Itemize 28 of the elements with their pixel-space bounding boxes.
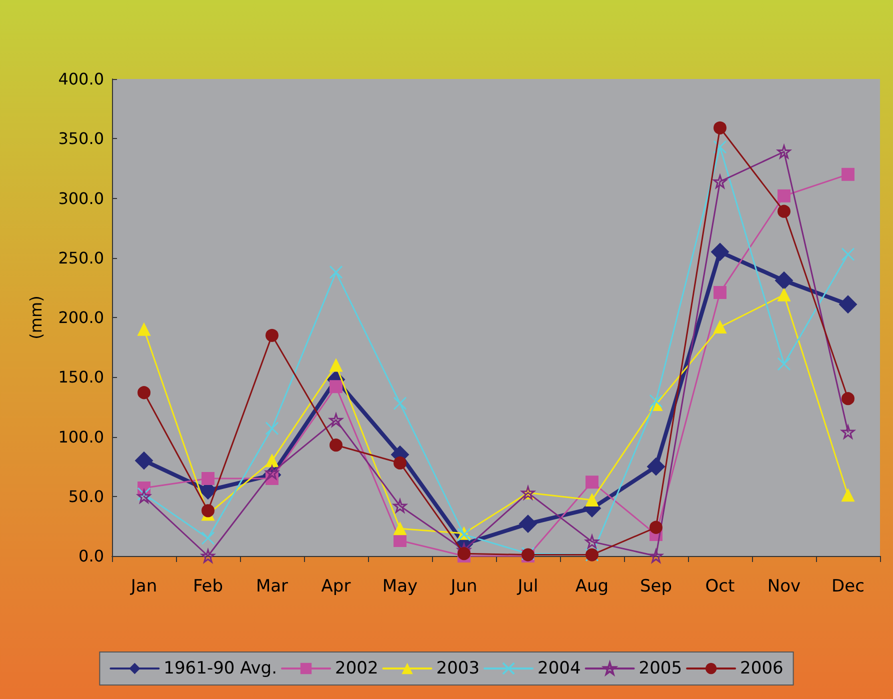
x-tick-label: Jul (516, 576, 538, 596)
y-tick-label: 400.0 (58, 70, 104, 88)
legend-label: 2005 (638, 658, 682, 678)
legend-label: 1961-90 Avg. (164, 658, 278, 678)
y-tick-label: 0.0 (78, 546, 104, 566)
x-tick-label: Apr (321, 576, 351, 596)
y-axis-title: (mm) (26, 296, 46, 340)
x-tick-label: May (382, 576, 418, 596)
x-tick-label: Nov (767, 576, 801, 596)
x-tick-label: Dec (832, 576, 864, 596)
y-tick-label: 50.0 (68, 486, 104, 506)
legend-label: 2006 (740, 658, 784, 678)
y-tick-label: 100.0 (58, 427, 104, 446)
x-tick-label: Jun (450, 576, 478, 596)
y-tick-label: 200.0 (58, 308, 104, 327)
y-tick-label: 250.0 (58, 248, 104, 268)
x-tick-label: Mar (256, 576, 288, 596)
legend-label: 2004 (538, 658, 581, 678)
x-tick-label: Jan (130, 576, 158, 596)
x-tick-label: Feb (192, 576, 224, 596)
x-tick-label: Oct (705, 576, 736, 596)
x-tick-label: Sep (640, 576, 672, 596)
legend-label: 2002 (335, 658, 378, 678)
y-tick-label: 150.0 (58, 368, 104, 387)
y-tick-label: 350.0 (58, 129, 104, 148)
legend-label: 2003 (436, 658, 480, 678)
y-tick-label: 300.0 (58, 188, 104, 208)
x-tick-label: Aug (575, 576, 609, 596)
